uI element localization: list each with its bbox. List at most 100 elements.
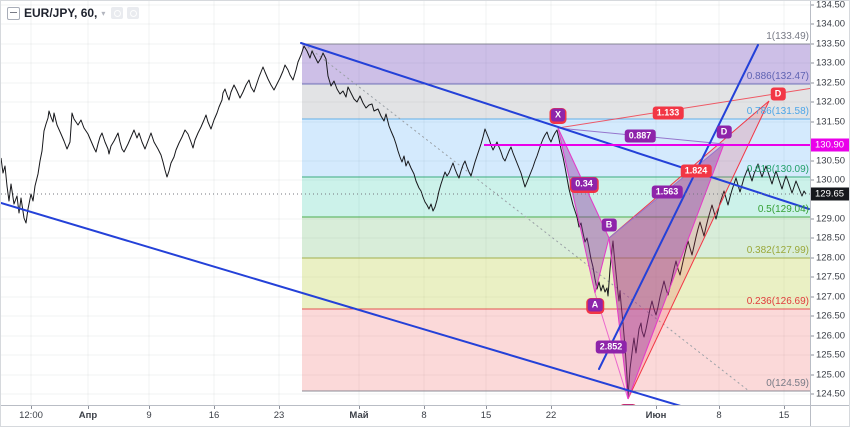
price-axis-label: 132.00 — [816, 96, 846, 108]
time-axis-label: Май — [349, 410, 369, 421]
fib-band-5[interactable] — [302, 258, 813, 309]
chart-plot-svg[interactable] — [1, 1, 813, 408]
purple-pattern-edge-1[interactable] — [594, 237, 610, 294]
price-tick — [811, 374, 814, 376]
price-tick — [811, 23, 814, 25]
price-tick — [811, 82, 814, 84]
trendline-rally[interactable] — [598, 44, 759, 370]
price-tick — [811, 179, 814, 181]
price-axis-label: 127.00 — [816, 291, 846, 303]
time-tick — [424, 406, 425, 409]
pattern-point-X[interactable]: X — [550, 108, 566, 122]
time-axis-label: 16 — [208, 410, 220, 421]
price-axis-label: 134.00 — [816, 18, 846, 30]
chart-canvas[interactable]: 1(133.49) 0.886(132.47) 0.786(131.58) 0.618… — [1, 1, 813, 418]
price-tick — [811, 43, 814, 45]
price-axis-label: 128.50 — [816, 232, 846, 244]
price-tick — [811, 4, 814, 6]
price-tick — [811, 296, 814, 298]
price-tick — [811, 121, 814, 123]
eye-toggle-icon[interactable] — [111, 7, 124, 19]
purple-pattern-edge-2[interactable] — [608, 237, 629, 400]
ratio-0.887[interactable]: 0.887 — [624, 129, 656, 143]
price-axis-label: 126.50 — [816, 310, 846, 322]
alert-price-badge: 130.90 — [811, 138, 849, 152]
time-tick — [359, 406, 360, 409]
time-tick — [88, 406, 89, 409]
purple-pattern-fill-XAB[interactable] — [558, 128, 609, 293]
price-axis-label: 132.50 — [816, 77, 846, 89]
time-axis-label: 9 — [146, 410, 152, 421]
red-pattern-fill-BCD[interactable] — [609, 101, 769, 399]
symbol-legend: EUR/JPY, 60, ▾ — [7, 6, 140, 20]
ratio-1.133[interactable]: 1.133 — [652, 106, 684, 120]
time-axis-label: 15 — [480, 410, 492, 421]
chevron-down-icon[interactable]: ▾ — [101, 8, 106, 18]
time-tick — [279, 406, 280, 409]
trendline-lower[interactable] — [1, 202, 685, 408]
time-axis-label: 23 — [273, 410, 285, 421]
time-tick — [149, 406, 150, 409]
price-axis-label: 129.00 — [816, 213, 846, 225]
price-tick — [811, 315, 814, 317]
price-tick — [811, 218, 814, 220]
settings-toggle-icon[interactable] — [127, 7, 140, 19]
time-axis-label: 8 — [716, 410, 722, 421]
collapse-icon[interactable] — [7, 6, 20, 20]
red-pattern-line-XD[interactable] — [557, 87, 813, 129]
time-axis-label: 12:00 — [19, 410, 43, 421]
price-axis-label: 134.50 — [816, 0, 846, 11]
fib-band-0[interactable] — [302, 44, 813, 84]
price-axis-label: 130.50 — [816, 155, 846, 167]
fib-band-3[interactable] — [302, 177, 813, 217]
price-axis-label: 130.00 — [816, 174, 846, 186]
price-axis-label: 125.00 — [816, 369, 846, 381]
price-axis-label: 125.50 — [816, 349, 846, 361]
price-axis-label: 131.50 — [816, 116, 846, 128]
ratio-2.852[interactable]: 2.852 — [595, 340, 627, 354]
red-pattern-line-CD[interactable] — [627, 100, 770, 400]
time-axis-label: 8 — [421, 410, 427, 421]
time-tick — [656, 406, 657, 409]
fib-baseline[interactable] — [303, 43, 750, 392]
price-series — [1, 45, 807, 398]
pattern-point-A[interactable]: A — [587, 298, 603, 312]
purple-pattern-edge-0[interactable] — [557, 127, 596, 294]
pattern-point-D-purple[interactable]: D — [716, 125, 732, 139]
time-axis-label: 22 — [545, 410, 557, 421]
fib-band-4[interactable] — [302, 217, 813, 258]
time-axis-label: Апр — [78, 410, 98, 421]
price-axis[interactable]: 134.50 134.00 133.50 133.00 132.50 132.00 131.… — [810, 1, 849, 408]
time-tick — [784, 406, 785, 409]
price-axis-label: 126.00 — [816, 330, 846, 342]
fib-band-6[interactable] — [302, 309, 813, 391]
purple-pattern-fill-BCD[interactable] — [609, 144, 724, 399]
price-tick — [811, 393, 814, 395]
pattern-point-D-red[interactable]: D — [770, 87, 786, 101]
pattern-point-B[interactable]: B — [601, 218, 617, 232]
time-tick — [486, 406, 487, 409]
price-tick — [811, 62, 814, 64]
ratio-0.34[interactable]: 0.34 — [571, 177, 597, 191]
ratio-1.824[interactable]: 1.824 — [680, 164, 712, 178]
price-tick — [811, 354, 814, 356]
price-axis-label: 133.50 — [816, 38, 846, 50]
symbol-title[interactable]: EUR/JPY, 60, — [24, 6, 98, 20]
time-tick — [31, 406, 32, 409]
last-price-badge: 129.65 — [811, 187, 849, 201]
time-axis-label: Июн — [645, 410, 667, 421]
time-tick — [719, 406, 720, 409]
time-axis-label: 15 — [778, 410, 790, 421]
price-tick — [811, 276, 814, 278]
time-axis[interactable]: 12:00 Апр 9 16 23 Май 8 15 22 Июн 8 15 — [1, 405, 849, 426]
trendline-upper[interactable] — [300, 42, 810, 210]
ratio-1.563[interactable]: 1.563 — [651, 185, 683, 199]
price-tick — [811, 160, 814, 162]
price-tick — [811, 237, 814, 239]
purple-pattern-edge-3[interactable] — [627, 143, 725, 400]
price-tick — [811, 257, 814, 259]
price-axis-label: 127.50 — [816, 271, 846, 283]
axis-corner — [810, 405, 849, 426]
price-axis-label: 128.00 — [816, 252, 846, 264]
